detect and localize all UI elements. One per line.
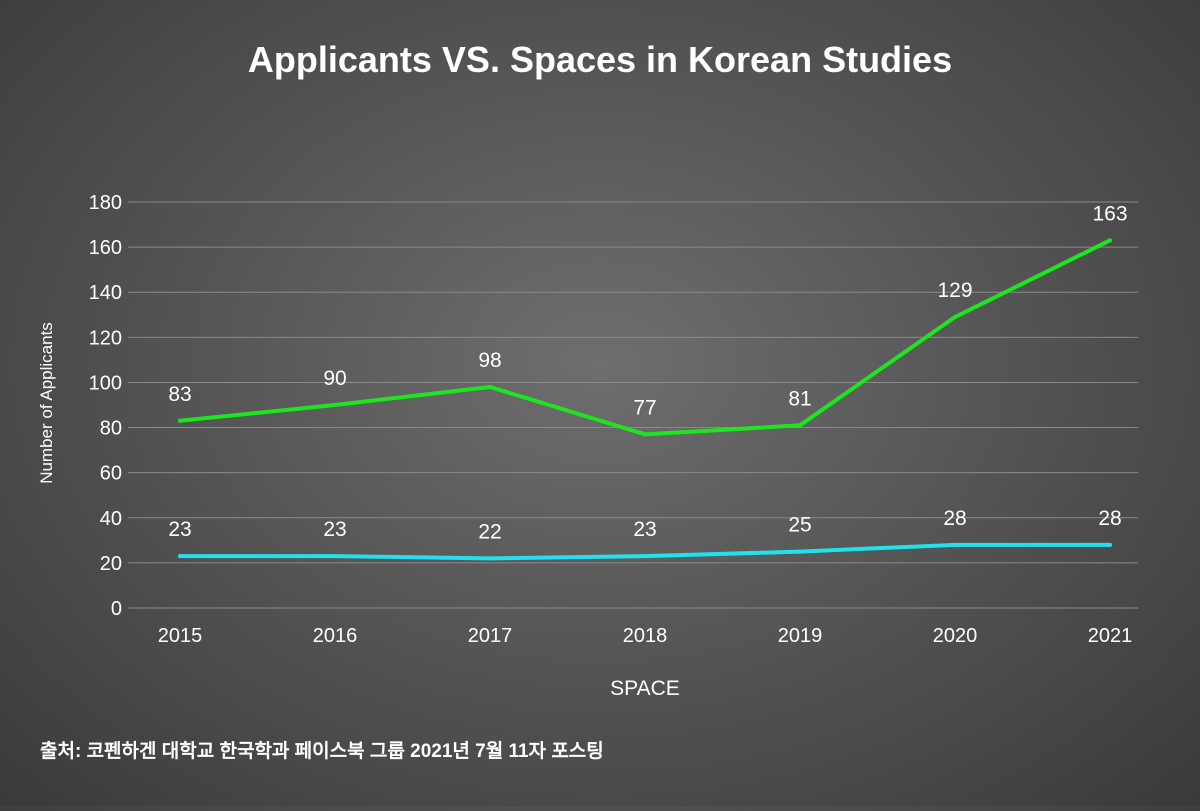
y-tick-label: 100 (89, 372, 122, 394)
x-axis-ticks: 2015 2016 2017 2018 2019 2020 2021 (158, 625, 1133, 647)
x-tick-label: 2018 (623, 625, 668, 647)
data-label: 23 (168, 518, 191, 541)
x-tick-label: 2019 (778, 625, 823, 647)
x-tick-label: 2015 (158, 625, 203, 647)
data-point (178, 418, 182, 423)
data-point (798, 423, 802, 428)
y-tick-label: 180 (89, 192, 122, 214)
data-point (798, 549, 802, 554)
data-point (1108, 542, 1112, 547)
gridlines (128, 201, 1138, 609)
y-tick-label: 140 (89, 282, 122, 304)
data-label: 81 (788, 387, 811, 410)
y-tick-label: 40 (100, 508, 122, 530)
data-point (178, 554, 182, 559)
data-point (333, 554, 337, 559)
x-tick-label: 2016 (313, 625, 358, 647)
data-label: 28 (943, 507, 966, 530)
y-tick-label: 0 (111, 598, 122, 620)
series-lines (178, 238, 1112, 561)
source-note: 출처: 코펜하겐 대학교 한국학과 페이스북 그룹 2021년 7월 11자 포… (40, 740, 604, 762)
data-label: 90 (323, 367, 346, 390)
y-axis-ticks: 0 20 40 60 80 100 120 140 160 180 (89, 192, 122, 620)
x-tick-label: 2021 (1088, 625, 1133, 647)
data-label: 28 (1098, 507, 1121, 530)
x-tick-label: 2020 (933, 625, 978, 647)
data-point (643, 432, 647, 437)
data-label: 98 (478, 349, 501, 372)
y-tick-label: 80 (100, 418, 122, 440)
y-tick-label: 20 (100, 553, 122, 575)
data-point (488, 556, 492, 561)
data-label: 83 (168, 383, 191, 406)
data-point (488, 384, 492, 389)
data-point (643, 554, 647, 559)
data-label: 22 (478, 520, 501, 543)
data-point (953, 542, 957, 547)
data-label: 77 (633, 396, 656, 419)
data-label: 25 (788, 514, 811, 537)
data-point (333, 403, 337, 407)
y-tick-label: 160 (89, 237, 122, 259)
data-labels: 83 90 98 77 81 129 163 23 23 22 23 25 28 28 (168, 202, 1127, 543)
data-point (1108, 238, 1112, 243)
y-tick-label: 60 (100, 463, 122, 485)
data-point (953, 315, 957, 320)
data-label: 163 (1092, 202, 1127, 225)
chart-title: Applicants VS. Spaces in Korean Studies (248, 39, 952, 80)
x-axis-label: SPACE (610, 677, 680, 700)
y-axis-label: Number of Applicants (37, 322, 56, 484)
data-label: 23 (323, 518, 346, 541)
data-label: 23 (633, 518, 656, 541)
x-tick-label: 2017 (468, 625, 513, 647)
data-label: 129 (937, 279, 972, 302)
y-tick-label: 120 (89, 327, 122, 349)
